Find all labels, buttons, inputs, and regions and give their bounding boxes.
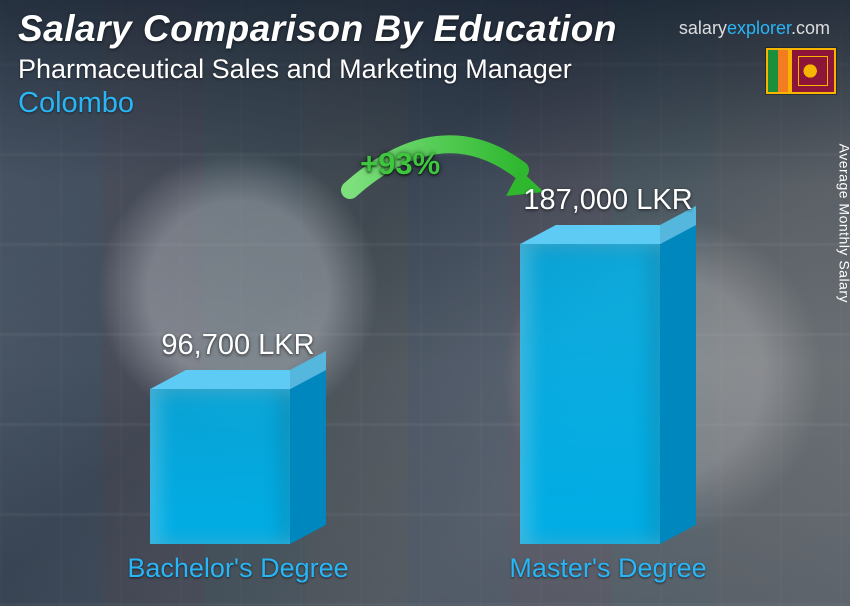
bar-bachelor [150,370,326,544]
bar-chart: 96,700 LKR Bachelor's Degree 187,000 LKR Ma… [0,150,810,586]
bar-label-master: Master's Degree [478,553,738,584]
y-axis-label: Average Monthly Salary [836,144,850,303]
site-mid: explorer [727,18,791,38]
site-prefix: salary [679,18,727,38]
bar-label-bachelor: Bachelor's Degree [108,553,368,584]
page-title: Salary Comparison By Education [18,8,760,50]
bar-master [520,225,696,544]
bar-value-master: 187,000 LKR [478,184,738,217]
country-flag-icon [766,48,836,94]
title-block: Salary Comparison By Education Pharmaceu… [18,8,760,120]
site-suffix: .com [791,18,830,38]
job-title: Pharmaceutical Sales and Marketing Manag… [18,54,760,85]
location: Colombo [18,87,760,120]
infographic: Salary Comparison By Education Pharmaceu… [0,0,850,606]
site-watermark: salaryexplorer.com [679,18,830,39]
bar-value-bachelor: 96,700 LKR [108,329,368,362]
